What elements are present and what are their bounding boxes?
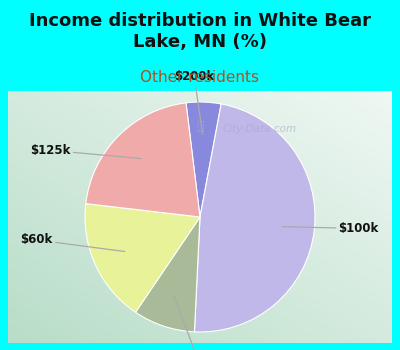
Wedge shape [136, 217, 200, 332]
Text: $40k: $40k [174, 295, 222, 350]
Text: Other residents: Other residents [140, 70, 260, 85]
Wedge shape [194, 104, 315, 332]
Text: ⧖: ⧖ [196, 120, 204, 133]
Wedge shape [85, 204, 200, 312]
Text: $60k: $60k [20, 233, 125, 252]
Text: $125k: $125k [30, 144, 141, 159]
Text: Income distribution in White Bear
Lake, MN (%): Income distribution in White Bear Lake, … [29, 12, 371, 51]
Text: City-Data.com: City-Data.com [222, 124, 296, 134]
Text: $200k: $200k [174, 70, 214, 134]
Wedge shape [186, 102, 221, 217]
Wedge shape [86, 103, 200, 217]
Text: $100k: $100k [282, 222, 379, 235]
